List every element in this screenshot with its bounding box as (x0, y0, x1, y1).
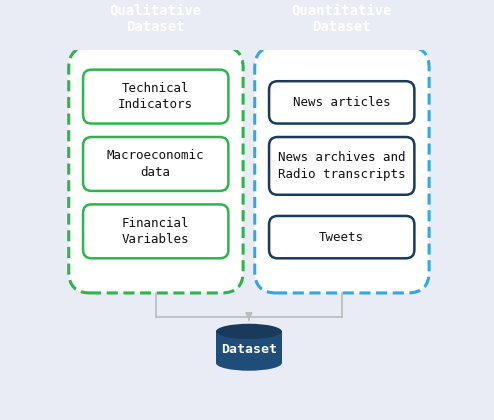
Text: Tweets: Tweets (319, 231, 364, 244)
Text: Dataset: Dataset (221, 343, 277, 356)
FancyBboxPatch shape (269, 216, 414, 258)
Text: Qualitative
Dataset: Qualitative Dataset (110, 3, 202, 34)
Text: Technical
Indicators: Technical Indicators (118, 82, 193, 111)
FancyBboxPatch shape (255, 47, 429, 293)
FancyBboxPatch shape (77, 2, 235, 35)
Ellipse shape (216, 324, 282, 339)
FancyBboxPatch shape (216, 331, 282, 363)
Ellipse shape (216, 355, 282, 371)
FancyBboxPatch shape (269, 81, 414, 123)
FancyBboxPatch shape (269, 137, 414, 195)
FancyBboxPatch shape (83, 137, 228, 191)
Text: News articles: News articles (293, 96, 390, 109)
FancyBboxPatch shape (83, 205, 228, 258)
Text: Quantitative
Dataset: Quantitative Dataset (291, 3, 392, 34)
FancyBboxPatch shape (262, 2, 421, 35)
Text: Macroeconomic
data: Macroeconomic data (107, 149, 205, 179)
Text: Financial
Variables: Financial Variables (122, 217, 190, 246)
FancyBboxPatch shape (83, 70, 228, 123)
Text: News archives and
Radio transcripts: News archives and Radio transcripts (278, 151, 406, 181)
FancyBboxPatch shape (69, 47, 243, 293)
